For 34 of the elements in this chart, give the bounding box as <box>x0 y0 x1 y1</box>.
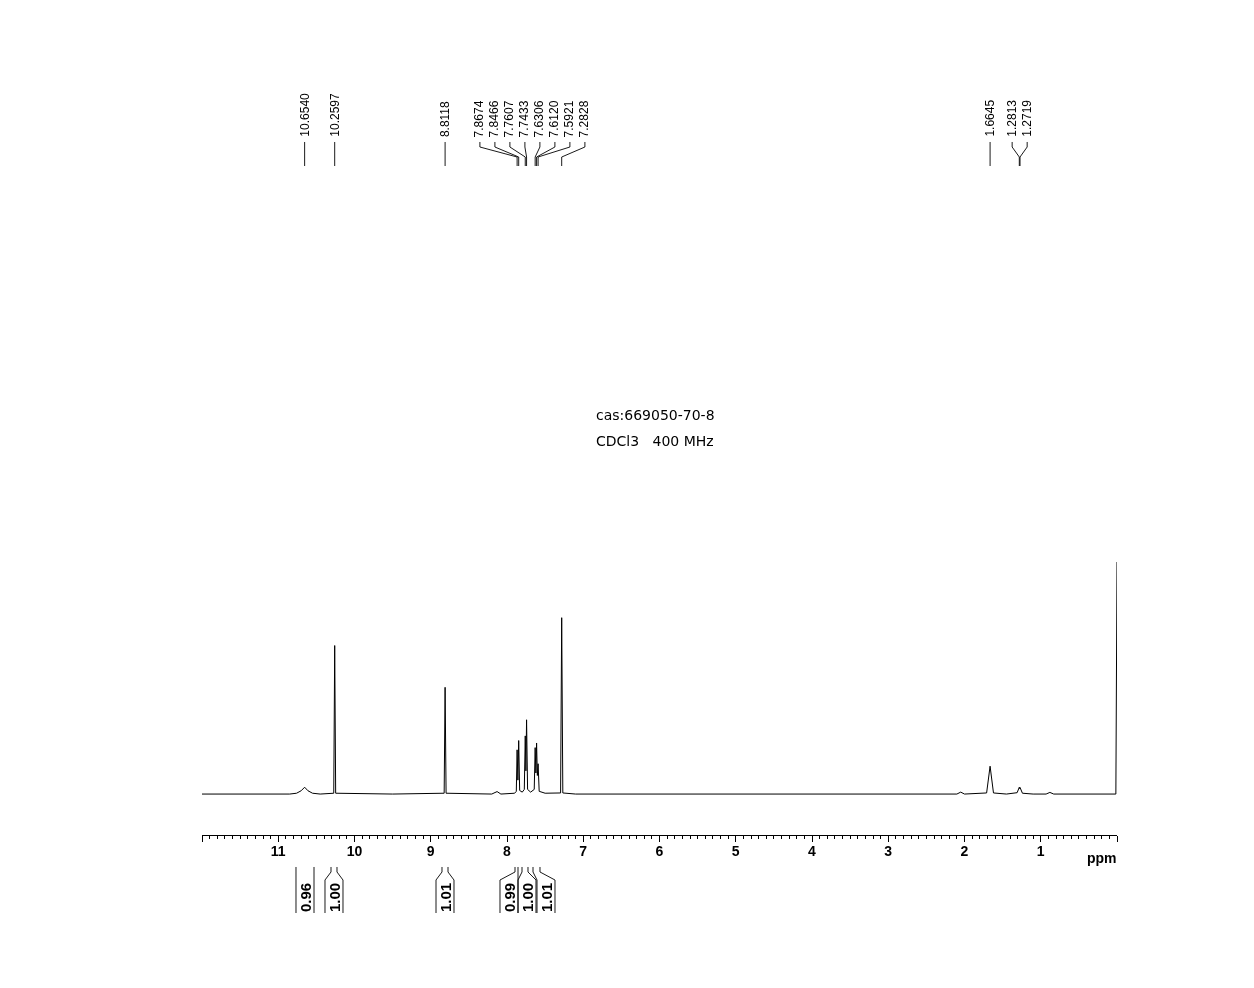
annotation: 7.6120 <box>547 100 562 138</box>
annotation: 1.2719 <box>1019 99 1034 137</box>
text: 1.00 <box>519 882 536 912</box>
annotation: 7.6306 <box>532 100 547 138</box>
x-tick-label: 9 <box>426 842 435 859</box>
x-tick-label: 7 <box>579 842 588 859</box>
x-tick-label: 1 <box>1036 842 1045 859</box>
annotation: 10.2597 <box>327 92 342 137</box>
chart-subtitle: CDCl3 400 MHz <box>596 433 714 449</box>
annotation: 8.8118 <box>438 100 453 138</box>
annotation: 1.2813 <box>1004 99 1019 137</box>
text: 0.96 <box>297 882 314 912</box>
annotation: 7.5921 <box>562 100 577 138</box>
x-tick-label: 2 <box>960 842 969 859</box>
text: 0.99 <box>501 882 518 912</box>
annotation: 1.6645 <box>982 99 997 137</box>
x-tick-label: 10 <box>346 842 363 859</box>
annotation: 10.6540 <box>297 92 312 137</box>
x-tick-label: 6 <box>655 842 664 859</box>
text: 1.01 <box>538 882 555 912</box>
annotation: 7.8674 <box>472 100 487 138</box>
x-axis-title: ppm <box>1087 850 1117 866</box>
text: 1.01 <box>437 882 454 912</box>
text: 1.00 <box>326 882 343 912</box>
x-tick-label: 5 <box>731 842 740 859</box>
annotation: 7.8466 <box>487 100 502 138</box>
annotation: 7.7433 <box>517 100 532 138</box>
x-tick-label: 8 <box>503 842 512 859</box>
chart-title: cas:669050-70-8 <box>596 407 715 423</box>
annotation: 7.7607 <box>502 100 517 138</box>
x-tick-label: 4 <box>808 842 817 859</box>
x-tick-label: 11 <box>270 842 286 859</box>
annotation: 7.2828 <box>577 100 592 138</box>
x-tick-label: 3 <box>884 842 893 859</box>
